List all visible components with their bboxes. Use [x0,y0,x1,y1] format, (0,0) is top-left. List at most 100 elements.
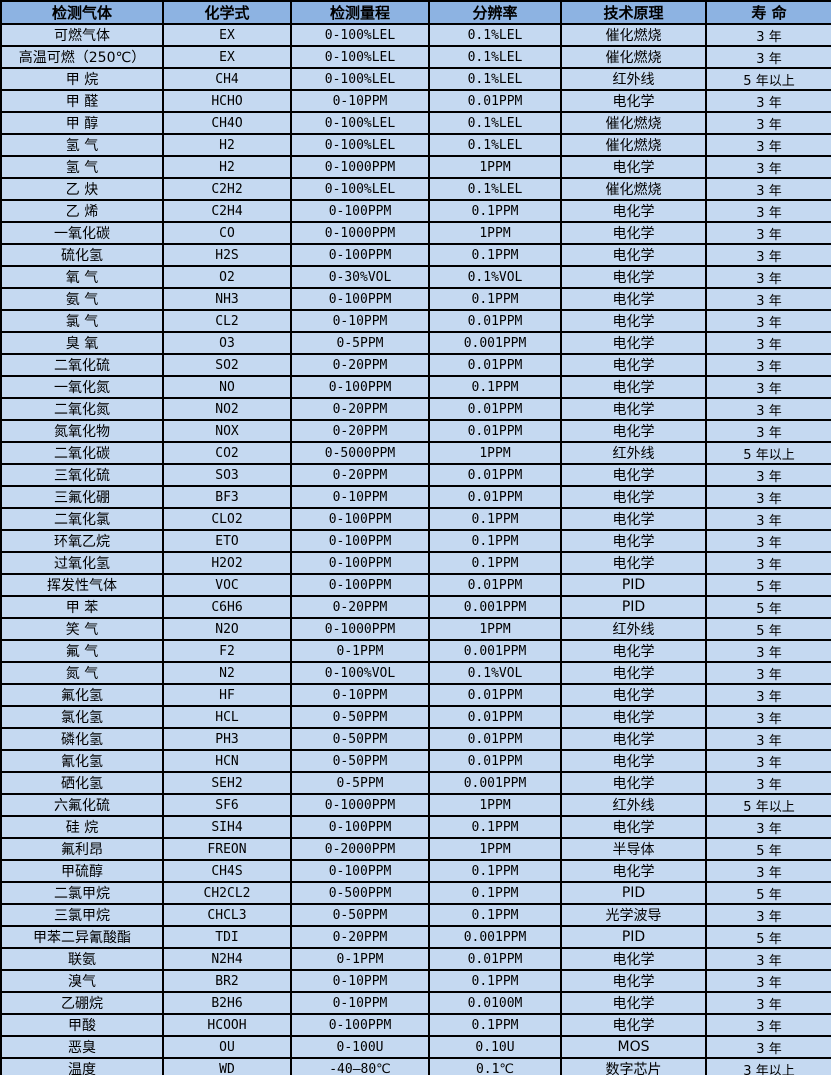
cell-lifespan: 3 年 [705,661,831,685]
cell-resolution: 0.1%VOL [428,661,562,685]
cell-resolution: 0.001PPM [428,331,562,355]
cell-chemical-formula: CLO2 [162,507,292,531]
cell-detection-range: 0-20PPM [290,925,430,949]
cell-technology-principle: 电化学 [560,419,707,443]
cell-technology-principle: 催化燃烧 [560,177,707,201]
cell-lifespan: 3 年 [705,771,831,795]
cell-resolution: 0.1PPM [428,969,562,993]
cell-gas-name: 硫化氢 [0,243,164,267]
cell-resolution: 0.001PPM [428,595,562,619]
cell-detection-range: 0-1PPM [290,947,430,971]
table-row: 二氯甲烷 CH2CL2 0-500PPM 0.1PPM PID 5 年 [0,881,831,905]
table-row: 氧 气 O2 0-30%VOL 0.1%VOL 电化学 3 年 [0,265,831,289]
cell-gas-name: 氮 气 [0,661,164,685]
cell-lifespan: 3 年 [705,1013,831,1037]
cell-detection-range: 0-100%LEL [290,67,430,91]
cell-detection-range: 0-100PPM [290,573,430,597]
cell-lifespan: 3 年 [705,991,831,1015]
cell-chemical-formula: C6H6 [162,595,292,619]
cell-lifespan: 3 年 [705,199,831,223]
cell-technology-principle: 电化学 [560,749,707,773]
cell-resolution: 0.01PPM [428,397,562,421]
cell-chemical-formula: HF [162,683,292,707]
cell-resolution: 1PPM [428,441,562,465]
table-row: 三氯甲烷 CHCL3 0-50PPM 0.1PPM 光学波导 3 年 [0,903,831,927]
cell-resolution: 0.1%VOL [428,265,562,289]
column-header-detection-range: 检测量程 [290,0,430,25]
cell-resolution: 0.1%LEL [428,67,562,91]
cell-resolution: 0.1PPM [428,903,562,927]
cell-gas-name: 硅 烷 [0,815,164,839]
cell-gas-name: 甲 醛 [0,89,164,113]
cell-lifespan: 3 年 [705,639,831,663]
cell-detection-range: 0-100PPM [290,1013,430,1037]
cell-chemical-formula: SIH4 [162,815,292,839]
cell-detection-range: 0-100PPM [290,859,430,883]
cell-technology-principle: 红外线 [560,67,707,91]
cell-resolution: 0.01PPM [428,727,562,751]
column-header-gas-name: 检测气体 [0,0,164,25]
cell-chemical-formula: SO2 [162,353,292,377]
table-row: 联氨 N2H4 0-1PPM 0.01PPM 电化学 3 年 [0,947,831,971]
cell-detection-range: 0-10PPM [290,969,430,993]
cell-detection-range: 0-10PPM [290,991,430,1015]
cell-technology-principle: 电化学 [560,155,707,179]
cell-lifespan: 5 年 [705,925,831,949]
cell-resolution: 0.1PPM [428,881,562,905]
table-row: 甲 烷 CH4 0-100%LEL 0.1%LEL 红外线 5 年以上 [0,67,831,91]
cell-gas-name: 乙 烯 [0,199,164,223]
cell-technology-principle: 电化学 [560,661,707,685]
cell-chemical-formula: O3 [162,331,292,355]
table-row: 三氧化硫 SO3 0-20PPM 0.01PPM 电化学 3 年 [0,463,831,487]
cell-chemical-formula: BF3 [162,485,292,509]
cell-chemical-formula: NOX [162,419,292,443]
table-row: 高温可燃（250℃） EX 0-100%LEL 0.1%LEL 催化燃烧 3 年 [0,45,831,69]
cell-detection-range: 0-20PPM [290,595,430,619]
table-row: 温度 WD -40—80℃ 0.1℃ 数字芯片 3 年以上 [0,1057,831,1075]
cell-detection-range: 0-10PPM [290,89,430,113]
cell-gas-name: 氧 气 [0,265,164,289]
cell-technology-principle: 催化燃烧 [560,111,707,135]
cell-technology-principle: 电化学 [560,969,707,993]
cell-resolution: 0.1PPM [428,287,562,311]
cell-resolution: 0.01PPM [428,573,562,597]
cell-lifespan: 3 年 [705,529,831,553]
cell-gas-name: 乙硼烷 [0,991,164,1015]
table-row: 一氧化碳 CO 0-1000PPM 1PPM 电化学 3 年 [0,221,831,245]
header-row: 检测气体 化学式 检测量程 分辨率 技术原理 寿 命 [0,0,831,25]
cell-gas-name: 乙 炔 [0,177,164,201]
cell-technology-principle: 电化学 [560,287,707,311]
cell-chemical-formula: TDI [162,925,292,949]
cell-resolution: 0.1%LEL [428,23,562,47]
cell-chemical-formula: FREON [162,837,292,861]
cell-gas-name: 二氧化氮 [0,397,164,421]
table-row: 甲 醇 CH4O 0-100%LEL 0.1%LEL 催化燃烧 3 年 [0,111,831,135]
cell-chemical-formula: F2 [162,639,292,663]
cell-detection-range: 0-30%VOL [290,265,430,289]
cell-gas-name: 环氧乙烷 [0,529,164,553]
cell-chemical-formula: CHCL3 [162,903,292,927]
table-row: 硅 烷 SIH4 0-100PPM 0.1PPM 电化学 3 年 [0,815,831,839]
cell-gas-name: 氨 气 [0,287,164,311]
cell-gas-name: 氯 气 [0,309,164,333]
cell-detection-range: 0-100PPM [290,551,430,575]
cell-lifespan: 3 年 [705,705,831,729]
cell-gas-name: 甲 苯 [0,595,164,619]
cell-technology-principle: 电化学 [560,859,707,883]
column-header-technology-principle: 技术原理 [560,0,707,25]
cell-technology-principle: 电化学 [560,221,707,245]
cell-gas-name: 甲硫醇 [0,859,164,883]
cell-chemical-formula: CH2CL2 [162,881,292,905]
cell-chemical-formula: N2O [162,617,292,641]
cell-detection-range: 0-100PPM [290,375,430,399]
cell-resolution: 0.1PPM [428,243,562,267]
cell-gas-name: 一氧化碳 [0,221,164,245]
cell-lifespan: 3 年 [705,1035,831,1059]
cell-chemical-formula: VOC [162,573,292,597]
table-row: 环氧乙烷 ETO 0-100PPM 0.1PPM 电化学 3 年 [0,529,831,553]
cell-technology-principle: 电化学 [560,771,707,795]
cell-technology-principle: 电化学 [560,89,707,113]
cell-chemical-formula: H2 [162,155,292,179]
cell-lifespan: 5 年 [705,595,831,619]
cell-chemical-formula: O2 [162,265,292,289]
